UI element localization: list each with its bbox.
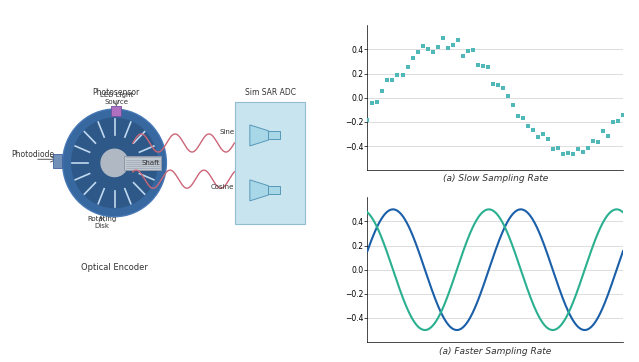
Point bbox=[498, 85, 508, 91]
Text: Optical Encoder: Optical Encoder bbox=[81, 263, 148, 272]
Point bbox=[548, 146, 558, 152]
Bar bbox=[268, 131, 280, 139]
Text: LED Light
Source: LED Light Source bbox=[100, 92, 133, 105]
Point bbox=[387, 77, 397, 83]
Point bbox=[603, 133, 613, 139]
Point bbox=[613, 118, 623, 124]
Point bbox=[397, 72, 408, 78]
Text: Rotating
Disk: Rotating Disk bbox=[88, 216, 116, 229]
FancyBboxPatch shape bbox=[235, 102, 305, 224]
FancyBboxPatch shape bbox=[53, 154, 62, 168]
Point bbox=[463, 49, 473, 54]
Point bbox=[583, 145, 593, 151]
Point bbox=[468, 47, 478, 53]
Point bbox=[488, 81, 498, 87]
Point bbox=[558, 151, 568, 157]
Point bbox=[362, 117, 373, 123]
Point bbox=[503, 93, 513, 98]
Point bbox=[403, 64, 413, 70]
Text: Photosensor: Photosensor bbox=[93, 88, 140, 97]
Ellipse shape bbox=[72, 118, 157, 207]
Text: (a) Faster Sampling Rate: (a) Faster Sampling Rate bbox=[439, 347, 551, 356]
Point bbox=[588, 139, 598, 144]
Point bbox=[392, 72, 403, 77]
Point bbox=[608, 119, 618, 125]
Point bbox=[578, 149, 588, 155]
Point bbox=[507, 102, 518, 108]
FancyBboxPatch shape bbox=[124, 156, 162, 170]
Point bbox=[538, 131, 548, 137]
FancyBboxPatch shape bbox=[111, 106, 121, 116]
Polygon shape bbox=[250, 180, 268, 201]
Point bbox=[553, 145, 563, 151]
Text: (a) Slow Sampling Rate: (a) Slow Sampling Rate bbox=[443, 174, 548, 183]
Point bbox=[563, 150, 573, 155]
Point bbox=[427, 49, 438, 55]
Text: Sim SAR ADC: Sim SAR ADC bbox=[245, 88, 296, 97]
Text: Cosine: Cosine bbox=[211, 184, 235, 190]
Point bbox=[458, 53, 468, 59]
Text: Photodiode: Photodiode bbox=[12, 150, 55, 159]
Point bbox=[573, 146, 583, 152]
Point bbox=[367, 100, 378, 106]
Point bbox=[473, 63, 483, 68]
Point bbox=[433, 44, 443, 50]
Point bbox=[568, 151, 578, 157]
Point bbox=[382, 77, 392, 83]
Ellipse shape bbox=[101, 149, 128, 177]
Point bbox=[438, 35, 448, 41]
Point bbox=[598, 128, 608, 134]
Ellipse shape bbox=[63, 109, 166, 217]
Point bbox=[543, 136, 553, 142]
Point bbox=[493, 82, 503, 88]
Point bbox=[512, 113, 523, 119]
Point bbox=[528, 127, 538, 133]
Point bbox=[523, 123, 533, 129]
Point bbox=[417, 43, 427, 49]
Ellipse shape bbox=[64, 110, 165, 215]
Point bbox=[593, 139, 603, 145]
Point bbox=[447, 43, 458, 49]
Point bbox=[533, 134, 543, 139]
Point bbox=[422, 46, 433, 52]
Point bbox=[378, 88, 388, 94]
Point bbox=[408, 55, 418, 61]
Point bbox=[412, 49, 422, 54]
Point bbox=[518, 115, 528, 121]
Bar bbox=[268, 186, 280, 194]
Point bbox=[452, 38, 463, 43]
Point bbox=[442, 45, 452, 51]
Polygon shape bbox=[250, 125, 268, 146]
Text: Shaft: Shaft bbox=[141, 160, 160, 166]
Point bbox=[477, 63, 488, 69]
Text: Sine: Sine bbox=[219, 129, 235, 135]
Point bbox=[482, 64, 493, 70]
Point bbox=[618, 112, 628, 118]
Point bbox=[373, 98, 383, 104]
